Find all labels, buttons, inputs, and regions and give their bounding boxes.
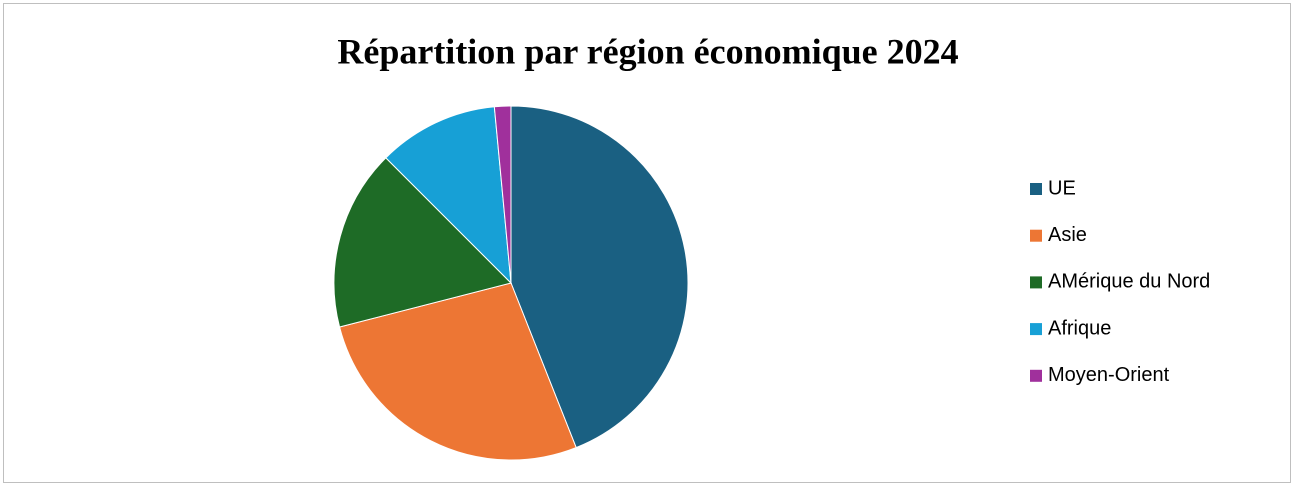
legend-swatch: [1030, 276, 1042, 289]
pie-slice: [338, 282, 577, 461]
legend-label: Afrique: [1048, 317, 1111, 339]
legend-swatch: [1030, 183, 1042, 195]
legend-label: UE: [1048, 177, 1076, 199]
legend-label: Asie: [1048, 224, 1087, 246]
legend-label: AMérique du Nord: [1048, 271, 1210, 293]
chart-title: Répartition par région économique 2024: [337, 31, 958, 71]
pie-slice: [493, 105, 512, 284]
pie-slice: [333, 157, 512, 328]
legend-swatch: [1030, 369, 1042, 382]
pie-slice: [510, 105, 689, 449]
legend-swatch: [1030, 323, 1042, 336]
legend-label: Moyen-Orient: [1048, 364, 1170, 386]
legend-swatch: [1030, 229, 1042, 242]
pie-slice: [385, 106, 512, 285]
